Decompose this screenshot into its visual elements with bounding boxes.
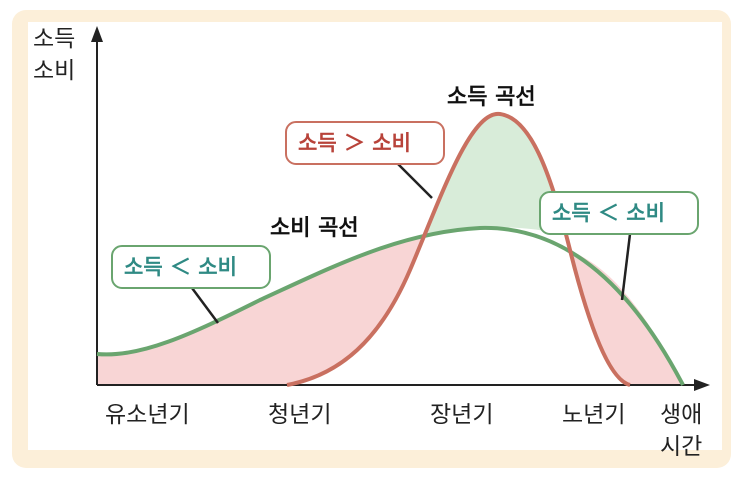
x-tick-label-old-age: 노년기 (562, 402, 625, 428)
callout-old-box (539, 191, 699, 235)
callout-youth-box (111, 245, 271, 289)
deficit-area-old (570, 250, 683, 385)
x-axis-label-line1: 생애 (660, 402, 702, 428)
callout-surplus-pointer (397, 163, 433, 199)
x-tick-label-youth: 유소년기 (105, 402, 190, 428)
callout-youth-pointer (190, 287, 220, 324)
income-curve (286, 111, 631, 387)
callout-surplus-text: 소득 ＞ 소비 (298, 131, 411, 155)
y-axis-label-line2: 소비 (33, 58, 75, 84)
consumption-curve (96, 225, 685, 386)
callout-youth-text: 소득 ＜ 소비 (124, 255, 237, 279)
income-curve-label: 소득 곡선 (447, 85, 536, 110)
consumption-curve-label: 소비 곡선 (270, 216, 359, 241)
deficit-area-youth (97, 240, 420, 385)
x-tick-label-middle-age: 장년기 (430, 402, 493, 428)
x-axis-arrow (694, 379, 710, 391)
callout-old-pointer (620, 233, 632, 301)
callout-old-text: 소득 ＜ 소비 (552, 201, 665, 225)
y-axis-label-line1: 소득 (33, 26, 75, 52)
x-axis-label-line2: 시간 (660, 434, 702, 460)
y-axis-arrow (91, 26, 103, 42)
callout-surplus-box (285, 121, 445, 165)
x-tick-label-young-adult: 청년기 (268, 402, 331, 428)
